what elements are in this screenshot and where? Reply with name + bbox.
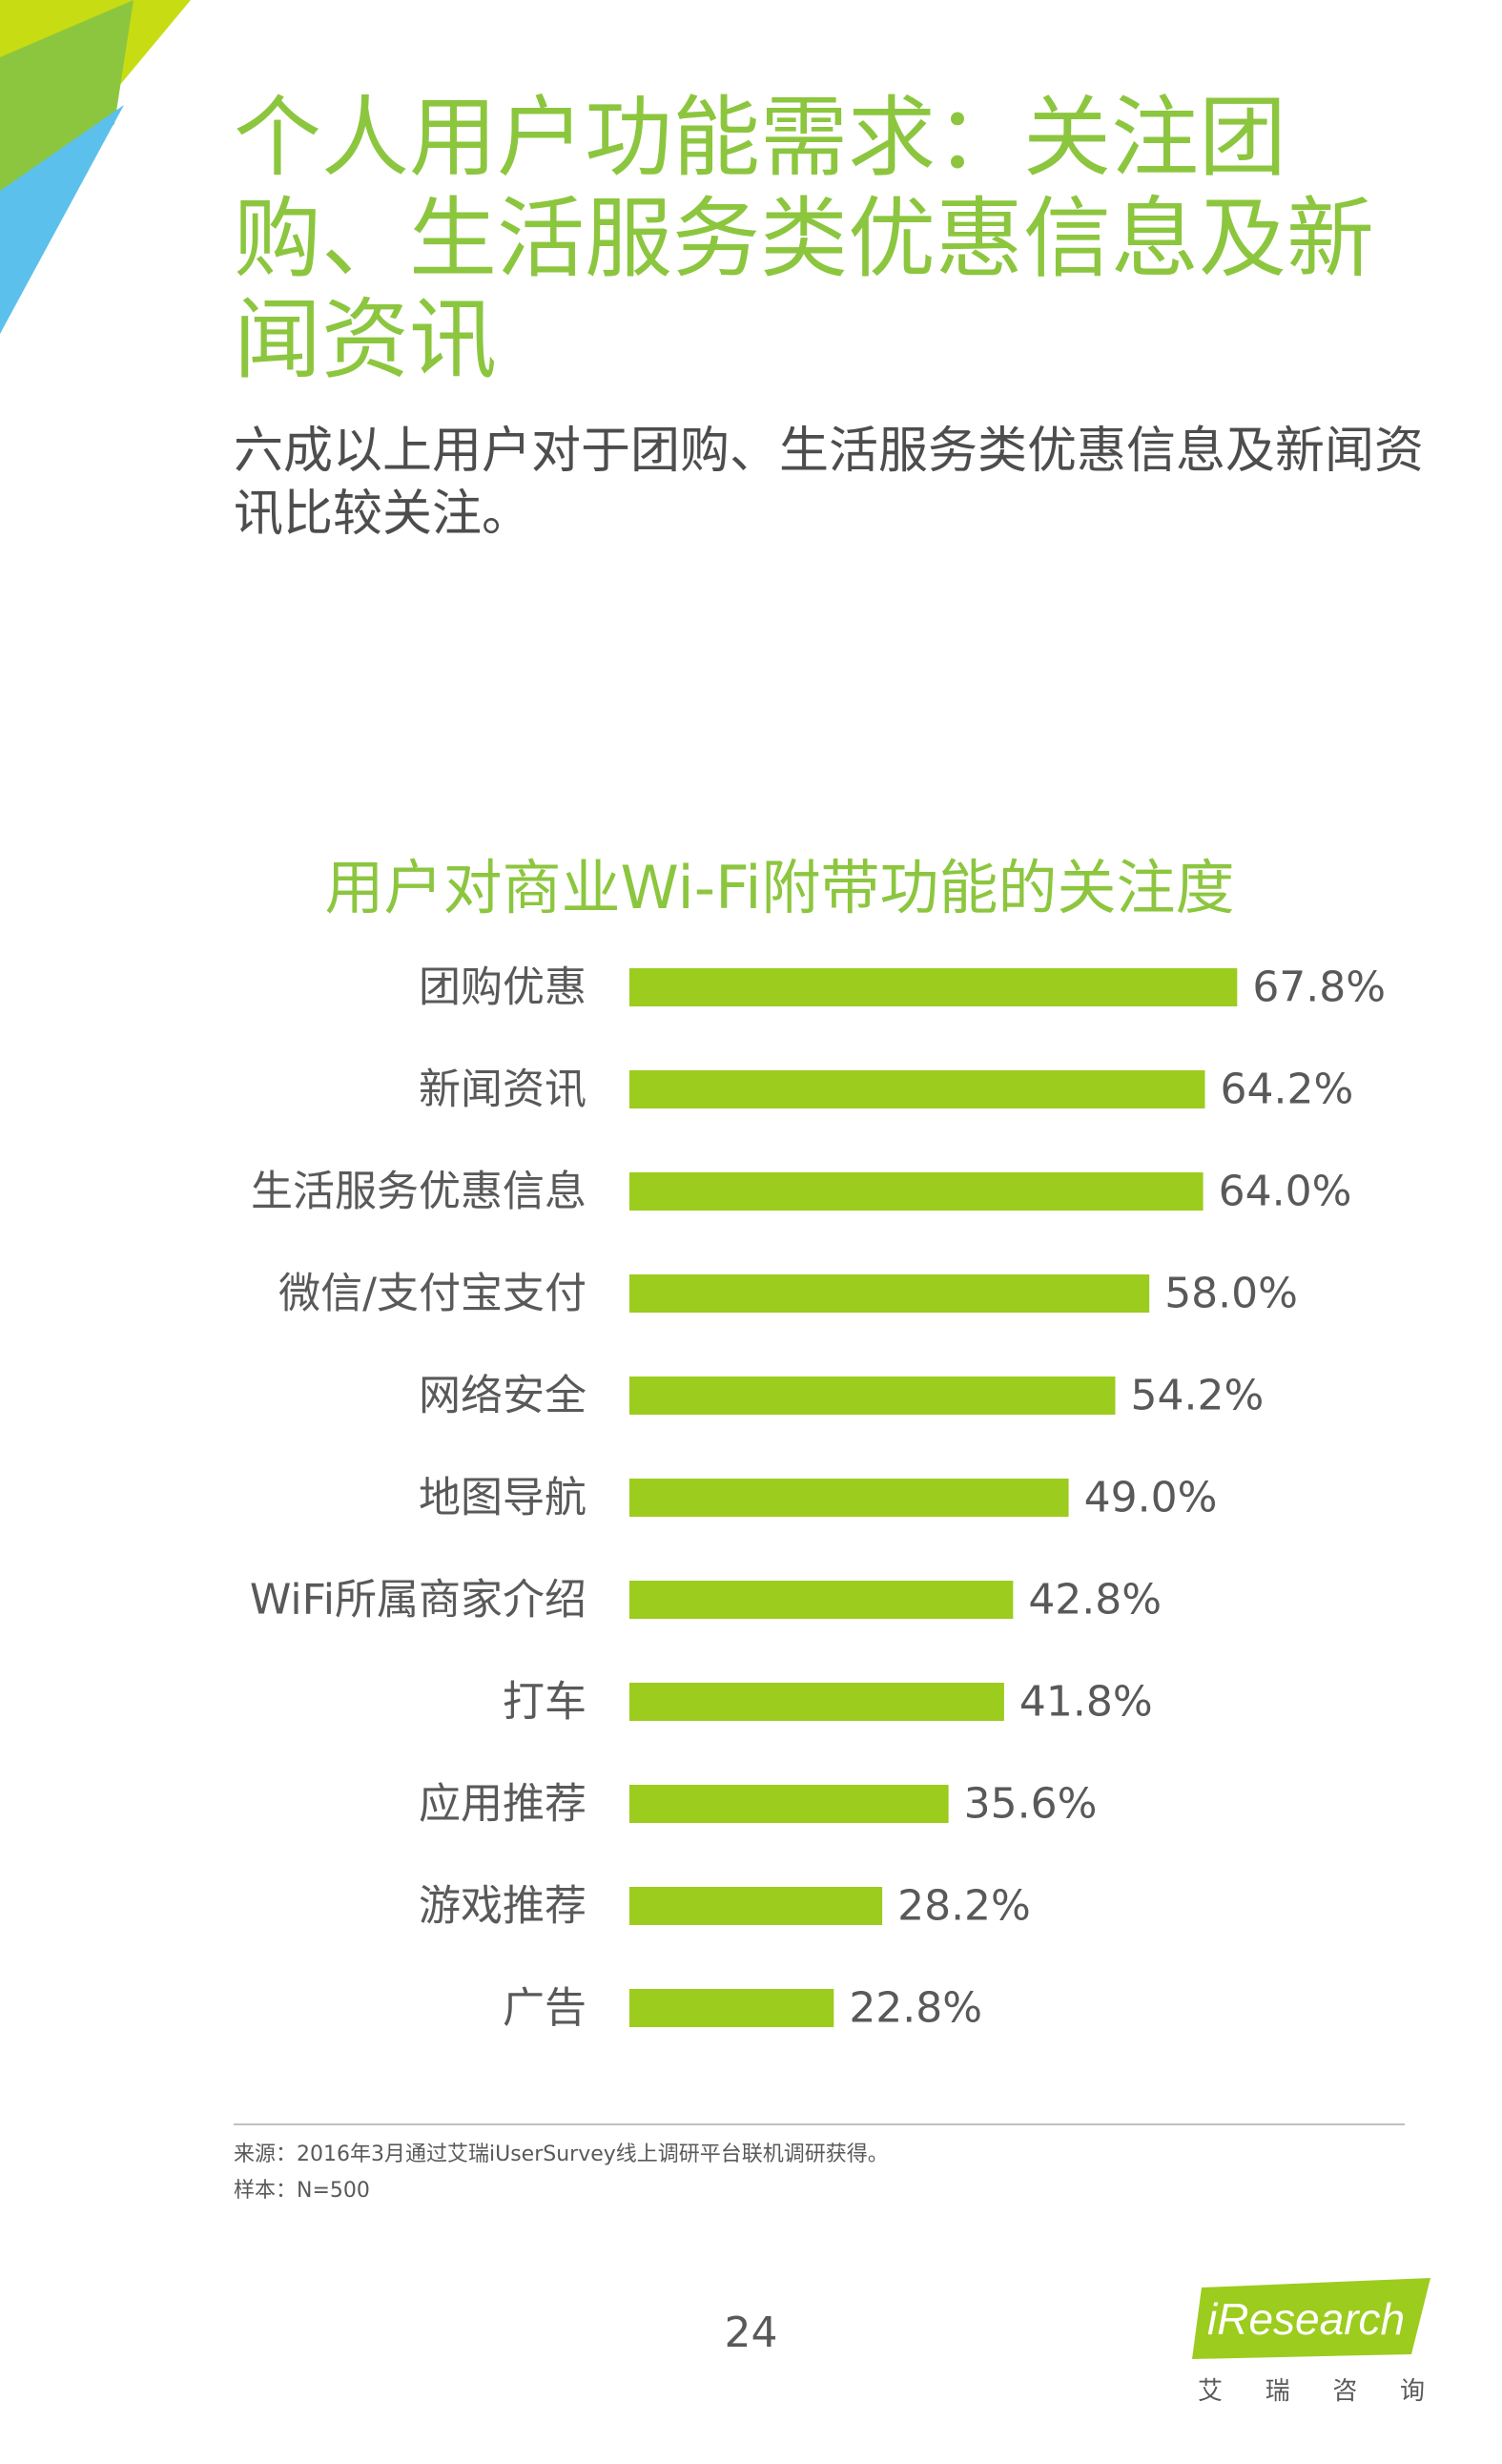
value-label: 67.8% [1252, 963, 1386, 1012]
bar [629, 1989, 834, 2027]
value-label: 49.0% [1084, 1474, 1218, 1522]
footer-divider [234, 2123, 1405, 2125]
bar [629, 1887, 883, 1925]
category-label: 地图导航 [419, 1474, 586, 1522]
value-label: 58.0% [1164, 1270, 1298, 1318]
logo-cn-char: 艾 [1198, 2377, 1224, 2406]
logo-cn-char: 瑞 [1265, 2377, 1290, 2406]
category-label: 微信/支付宝支付 [278, 1270, 586, 1318]
bar [629, 1479, 1069, 1517]
value-label: 35.6% [964, 1780, 1098, 1829]
value-label: 54.2% [1130, 1372, 1264, 1420]
value-label: 22.8% [849, 1984, 982, 2033]
bar [629, 1274, 1150, 1313]
category-label: WiFi所属商家介绍 [250, 1576, 586, 1625]
value-label: 64.0% [1219, 1168, 1352, 1216]
value-label: 64.2% [1220, 1066, 1353, 1114]
value-label: 42.8% [1028, 1576, 1162, 1625]
iresearch-logo: iResearch 艾 瑞 咨 询 [1192, 2278, 1430, 2412]
category-label: 新闻资讯 [419, 1066, 586, 1114]
sample-note: 样本：N=500 [234, 2179, 370, 2203]
category-label: 广告 [503, 1984, 586, 2033]
logo-badge [1192, 2278, 1430, 2359]
category-label: 生活服务优惠信息 [251, 1168, 586, 1216]
bar [629, 1070, 1205, 1108]
logo-cn: 艾 瑞 咨 询 [1192, 2371, 1430, 2407]
bar [629, 968, 1238, 1006]
bar [629, 1683, 1004, 1721]
corner-decoration [0, 0, 191, 334]
value-label: 41.8% [1019, 1678, 1153, 1727]
page-number: 24 [724, 2309, 778, 2357]
chart-title: 用户对商业Wi-Fi附带功能的关注度 [324, 853, 1235, 922]
page-title: 个人用户功能需求：关注团购、生活服务类优惠信息及新闻资讯 [234, 87, 1375, 391]
source-note: 来源：2016年3月通过艾瑞iUserSurvey线上调研平台联机调研获得。 [234, 2143, 889, 2166]
bar [629, 1377, 1116, 1415]
logo-cn-char: 询 [1399, 2377, 1425, 2406]
bar [629, 1785, 949, 1823]
page-subtitle: 六成以上用户对于团购、生活服务类优惠信息及新闻资讯比较关注。 [234, 423, 1425, 543]
category-label: 游戏推荐 [419, 1882, 586, 1931]
category-label: 打车 [503, 1678, 586, 1727]
logo-text: iResearch [1207, 2294, 1406, 2344]
bar [629, 1581, 1014, 1619]
category-label: 团购优惠 [419, 963, 586, 1012]
logo-cn-char: 咨 [1332, 2377, 1358, 2406]
value-label: 28.2% [897, 1882, 1031, 1931]
category-label: 应用推荐 [419, 1780, 586, 1829]
category-label: 网络安全 [419, 1372, 586, 1420]
bar [629, 1172, 1204, 1211]
